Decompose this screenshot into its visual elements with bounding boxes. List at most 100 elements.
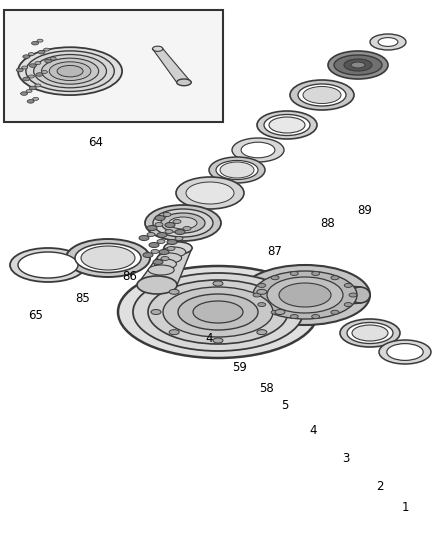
Ellipse shape [44, 48, 49, 51]
Ellipse shape [340, 319, 400, 347]
Ellipse shape [344, 59, 372, 71]
Polygon shape [152, 49, 191, 82]
Ellipse shape [257, 111, 317, 139]
Ellipse shape [29, 64, 36, 67]
Ellipse shape [37, 39, 43, 42]
Ellipse shape [151, 249, 159, 254]
Ellipse shape [148, 265, 174, 275]
Ellipse shape [177, 79, 191, 86]
Text: 87: 87 [268, 245, 283, 258]
Ellipse shape [34, 54, 106, 88]
Ellipse shape [370, 34, 406, 50]
Ellipse shape [298, 84, 346, 106]
Ellipse shape [275, 310, 285, 314]
Polygon shape [335, 285, 360, 305]
Ellipse shape [36, 72, 43, 76]
Text: 4: 4 [205, 332, 213, 345]
Ellipse shape [155, 222, 163, 227]
Text: 58: 58 [259, 382, 274, 394]
Ellipse shape [183, 227, 191, 230]
Ellipse shape [163, 213, 171, 216]
Ellipse shape [267, 277, 343, 313]
Ellipse shape [334, 55, 382, 75]
Text: 1: 1 [401, 501, 409, 514]
Ellipse shape [147, 225, 157, 230]
Ellipse shape [269, 117, 305, 133]
Ellipse shape [232, 138, 284, 162]
Ellipse shape [28, 75, 34, 78]
Ellipse shape [350, 287, 370, 303]
Ellipse shape [165, 230, 173, 233]
Ellipse shape [147, 232, 155, 237]
Ellipse shape [161, 213, 205, 233]
Ellipse shape [209, 157, 265, 183]
Ellipse shape [312, 271, 320, 276]
Text: 3: 3 [343, 452, 350, 465]
Ellipse shape [75, 244, 141, 272]
Ellipse shape [38, 50, 45, 54]
Ellipse shape [159, 249, 169, 254]
Ellipse shape [158, 253, 182, 263]
Ellipse shape [349, 293, 357, 297]
Ellipse shape [290, 314, 298, 319]
Ellipse shape [344, 303, 352, 306]
Ellipse shape [164, 242, 192, 254]
Ellipse shape [258, 303, 266, 306]
Polygon shape [137, 248, 192, 285]
Ellipse shape [133, 273, 303, 351]
Ellipse shape [331, 276, 339, 280]
Ellipse shape [157, 239, 165, 244]
Ellipse shape [22, 66, 28, 69]
Text: 4: 4 [309, 424, 317, 437]
Text: 89: 89 [357, 204, 372, 217]
Ellipse shape [21, 92, 28, 95]
Text: 65: 65 [28, 309, 43, 322]
Ellipse shape [35, 61, 41, 64]
Ellipse shape [264, 115, 310, 135]
Ellipse shape [167, 246, 175, 251]
Ellipse shape [190, 183, 230, 203]
Ellipse shape [387, 344, 423, 360]
Ellipse shape [149, 243, 159, 247]
Ellipse shape [164, 242, 192, 254]
Ellipse shape [303, 86, 341, 103]
Ellipse shape [23, 77, 30, 81]
Ellipse shape [28, 53, 34, 55]
Text: 85: 85 [75, 292, 90, 305]
Ellipse shape [253, 271, 357, 319]
Ellipse shape [173, 220, 181, 223]
Ellipse shape [258, 284, 266, 287]
Ellipse shape [216, 160, 258, 180]
Ellipse shape [213, 338, 223, 343]
Ellipse shape [18, 252, 78, 278]
Ellipse shape [26, 90, 32, 93]
Ellipse shape [35, 84, 41, 87]
Ellipse shape [145, 205, 221, 241]
Ellipse shape [328, 51, 388, 79]
Ellipse shape [18, 47, 122, 95]
Ellipse shape [169, 289, 179, 294]
Bar [4, 10, 223, 122]
Ellipse shape [193, 301, 243, 323]
Ellipse shape [26, 51, 114, 92]
Ellipse shape [153, 260, 163, 264]
Ellipse shape [240, 265, 370, 325]
Ellipse shape [163, 287, 273, 337]
Ellipse shape [151, 310, 161, 314]
Ellipse shape [161, 256, 169, 261]
Ellipse shape [257, 330, 267, 335]
Ellipse shape [118, 266, 318, 358]
Ellipse shape [175, 230, 185, 235]
Ellipse shape [271, 310, 279, 314]
Ellipse shape [290, 80, 354, 110]
Ellipse shape [379, 340, 431, 364]
Ellipse shape [312, 314, 320, 319]
Ellipse shape [344, 284, 352, 287]
Ellipse shape [213, 281, 223, 286]
Text: 59: 59 [233, 361, 247, 374]
Ellipse shape [155, 215, 165, 221]
Ellipse shape [81, 246, 135, 270]
Ellipse shape [347, 322, 393, 343]
Ellipse shape [10, 248, 86, 282]
Ellipse shape [279, 283, 331, 307]
